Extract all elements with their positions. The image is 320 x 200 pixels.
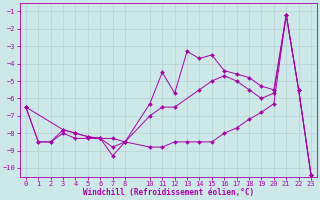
X-axis label: Windchill (Refroidissement éolien,°C): Windchill (Refroidissement éolien,°C) xyxy=(83,188,254,197)
